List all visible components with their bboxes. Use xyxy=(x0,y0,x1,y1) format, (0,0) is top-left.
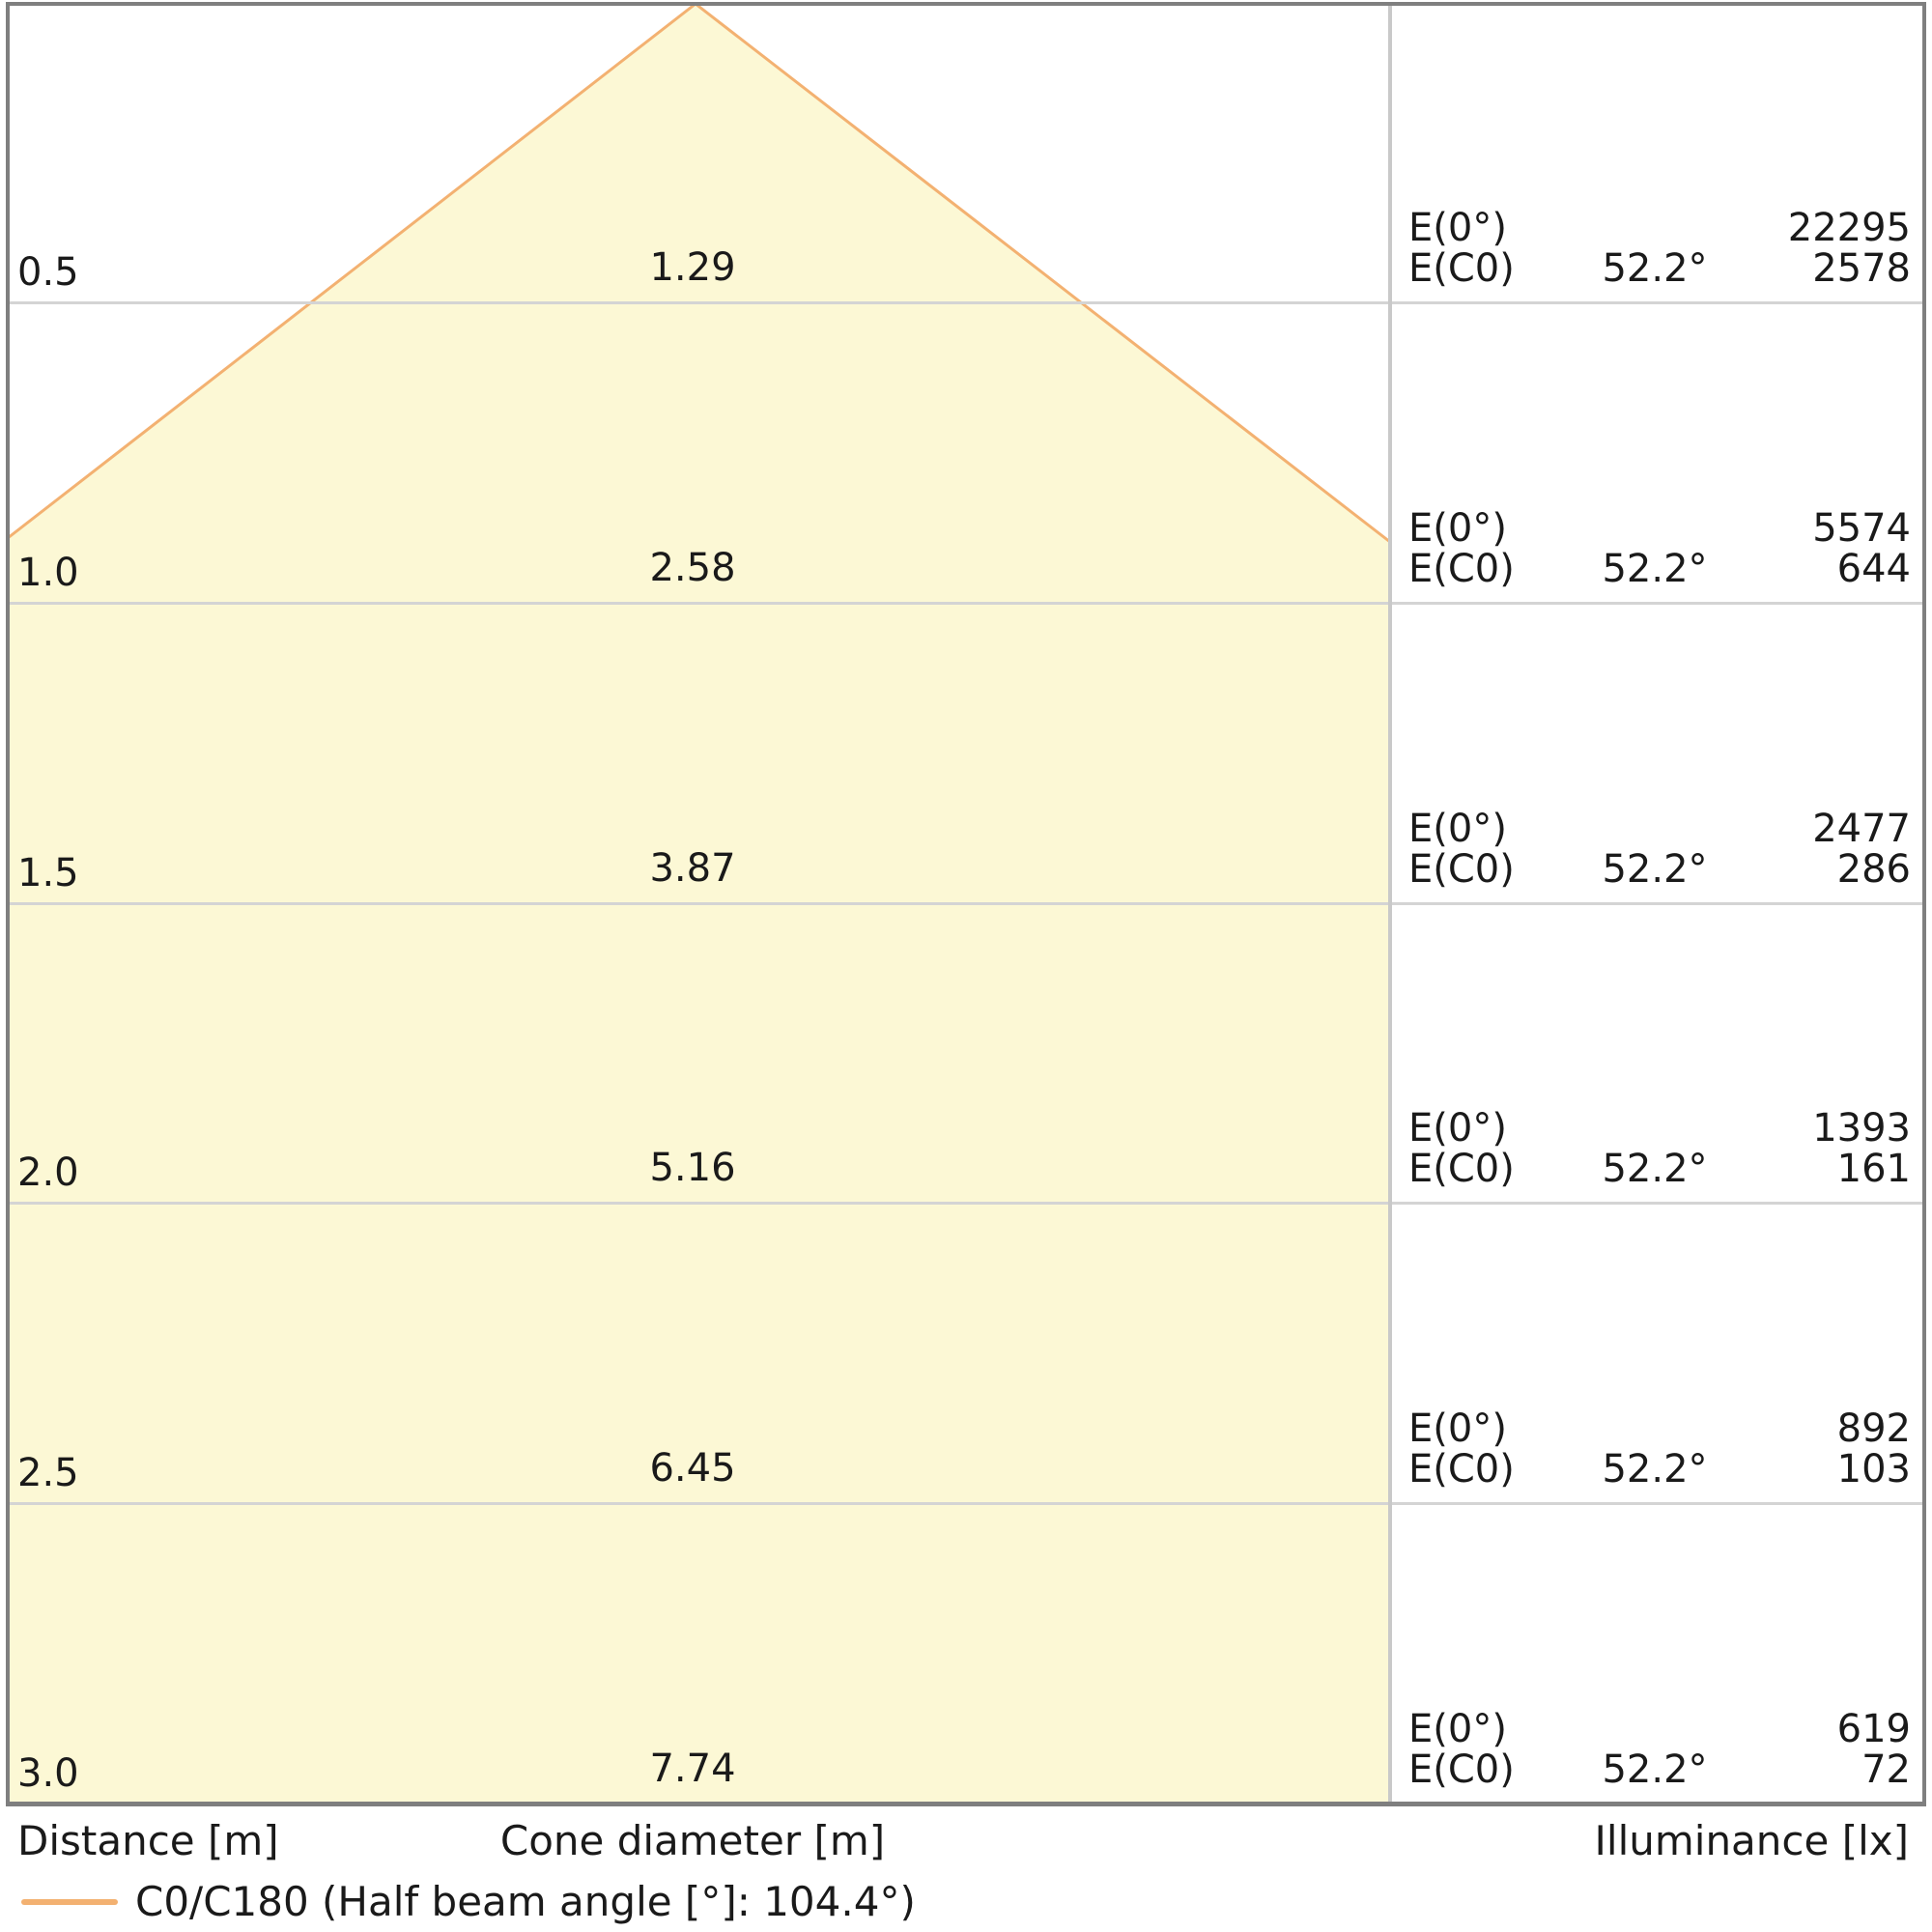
cone-diameter-label: 6.45 xyxy=(649,1446,736,1491)
e0-value: 2477 xyxy=(1812,807,1911,851)
ec0-line: E(C0) 52.2° 286 xyxy=(1408,849,1911,890)
e0-value: 1393 xyxy=(1812,1106,1911,1151)
panel-divider xyxy=(1388,4,1392,1804)
ec0-value: 2578 xyxy=(1812,246,1911,291)
ec0-line: E(C0) 52.2° 2578 xyxy=(1408,248,1911,289)
cone-diameter-label: 7.74 xyxy=(649,1747,736,1791)
beam-angle-value: 52.2° xyxy=(1602,1747,1708,1792)
distance-label: 2.5 xyxy=(17,1451,79,1495)
e0-label: E(0°) xyxy=(1408,1406,1507,1451)
beam-angle-value: 52.2° xyxy=(1602,1447,1708,1492)
gridline xyxy=(8,1202,1924,1205)
illuminance-row: E(0°) 619 E(C0) 52.2° 72 xyxy=(1408,1709,1911,1790)
e0-value: 619 xyxy=(1836,1707,1911,1751)
e0-label: E(0°) xyxy=(1408,1707,1507,1751)
ec0-label: E(C0) xyxy=(1408,1447,1515,1492)
illuminance-row: E(0°) 5574 E(C0) 52.2° 644 xyxy=(1408,508,1911,589)
gridline xyxy=(8,902,1924,905)
cone-diameter-label: 2.58 xyxy=(649,546,736,590)
illuminance-row: E(0°) 1393 E(C0) 52.2° 161 xyxy=(1408,1108,1911,1189)
e0-value: 5574 xyxy=(1812,506,1911,551)
cone-diameter-axis-caption: Cone diameter [m] xyxy=(499,1817,886,1864)
cone-edge-left xyxy=(8,4,696,540)
distance-label: 3.0 xyxy=(17,1751,79,1796)
cone-diameter-label: 3.87 xyxy=(649,846,736,891)
legend-line-icon xyxy=(21,1899,118,1905)
illuminance-axis-caption: Illuminance [lx] xyxy=(1594,1817,1909,1864)
e0-value: 892 xyxy=(1836,1406,1911,1451)
ec0-label: E(C0) xyxy=(1408,1747,1515,1792)
e0-line: E(0°) 2477 xyxy=(1408,809,1911,849)
distance-axis-caption: Distance [m] xyxy=(17,1817,279,1864)
beam-angle-value: 52.2° xyxy=(1602,547,1708,591)
beam-angle-value: 52.2° xyxy=(1602,1147,1708,1191)
ec0-label: E(C0) xyxy=(1408,847,1515,892)
cone-diameter-label: 1.29 xyxy=(649,245,736,290)
distance-label: 1.0 xyxy=(17,551,79,595)
e0-line: E(0°) 5574 xyxy=(1408,508,1911,549)
beam-angle-value: 52.2° xyxy=(1602,246,1708,291)
cone-edge-right xyxy=(695,4,1390,544)
distance-label: 2.0 xyxy=(17,1151,79,1195)
ec0-line: E(C0) 52.2° 72 xyxy=(1408,1749,1911,1790)
e0-line: E(0°) 22295 xyxy=(1408,208,1911,248)
ec0-label: E(C0) xyxy=(1408,1147,1515,1191)
ec0-value: 103 xyxy=(1836,1447,1911,1492)
e0-line: E(0°) 1393 xyxy=(1408,1108,1911,1149)
illuminance-row: E(0°) 892 E(C0) 52.2° 103 xyxy=(1408,1408,1911,1490)
ec0-line: E(C0) 52.2° 103 xyxy=(1408,1449,1911,1490)
e0-value: 22295 xyxy=(1787,206,1911,250)
gridline xyxy=(8,602,1924,605)
gridline xyxy=(8,301,1924,304)
e0-label: E(0°) xyxy=(1408,206,1507,250)
e0-label: E(0°) xyxy=(1408,807,1507,851)
ec0-line: E(C0) 52.2° 161 xyxy=(1408,1149,1911,1189)
ec0-value: 286 xyxy=(1836,847,1911,892)
e0-label: E(0°) xyxy=(1408,1106,1507,1151)
illuminance-row: E(0°) 22295 E(C0) 52.2° 2578 xyxy=(1408,208,1911,289)
e0-line: E(0°) 892 xyxy=(1408,1408,1911,1449)
ec0-value: 644 xyxy=(1836,547,1911,591)
ec0-label: E(C0) xyxy=(1408,547,1515,591)
distance-label: 1.5 xyxy=(17,851,79,895)
cone-diameter-label: 5.16 xyxy=(649,1146,736,1190)
e0-line: E(0°) 619 xyxy=(1408,1709,1911,1749)
ec0-value: 72 xyxy=(1861,1747,1911,1792)
beam-angle-value: 52.2° xyxy=(1602,847,1708,892)
gridline xyxy=(8,1502,1924,1505)
e0-label: E(0°) xyxy=(1408,506,1507,551)
illuminance-row: E(0°) 2477 E(C0) 52.2° 286 xyxy=(1408,809,1911,890)
distance-label: 0.5 xyxy=(17,250,79,295)
ec0-line: E(C0) 52.2° 644 xyxy=(1408,549,1911,589)
ec0-value: 161 xyxy=(1836,1147,1911,1191)
legend-label: C0/C180 (Half beam angle [°]: 104.4°) xyxy=(135,1878,916,1925)
ec0-label: E(C0) xyxy=(1408,246,1515,291)
